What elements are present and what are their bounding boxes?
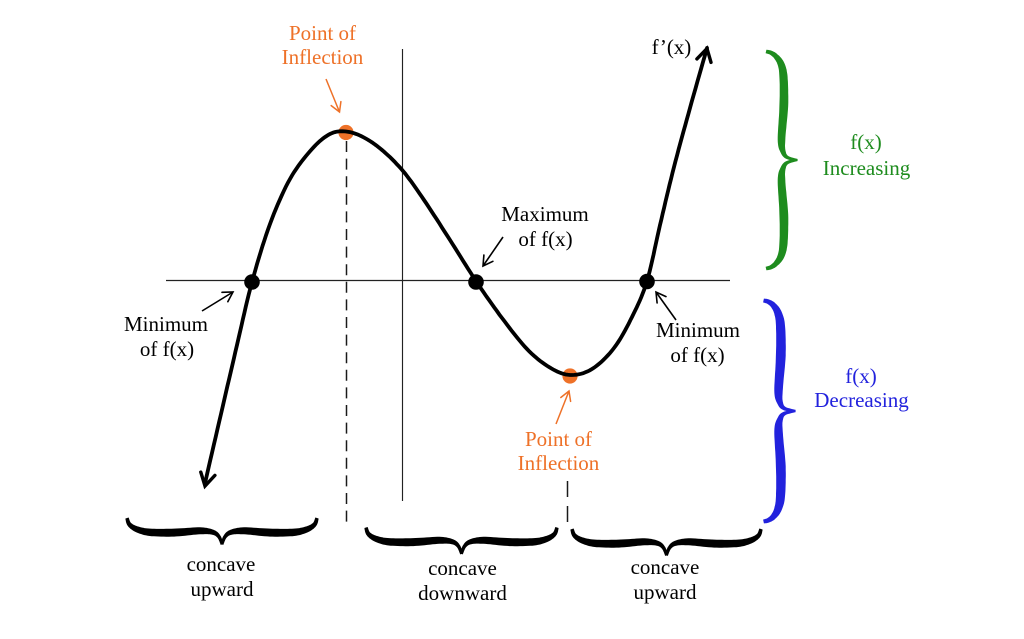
svg-text:Inflection: Inflection [518, 451, 600, 475]
svg-text:f(x): f(x) [845, 364, 876, 388]
svg-text:Point of: Point of [289, 21, 356, 45]
svg-text:downward: downward [418, 581, 507, 605]
svg-text:of f(x): of f(x) [670, 343, 724, 367]
svg-text:of f(x): of f(x) [518, 227, 572, 251]
svg-text:concave: concave [631, 555, 700, 579]
svg-text:f(x): f(x) [850, 130, 881, 154]
svg-text:Increasing: Increasing [823, 156, 911, 180]
svg-text:Minimum: Minimum [656, 318, 740, 342]
svg-text:Inflection: Inflection [282, 45, 364, 69]
svg-text:upward: upward [191, 577, 254, 601]
svg-text:f’(x): f’(x) [652, 35, 692, 59]
svg-text:Decreasing: Decreasing [814, 388, 909, 412]
svg-text:Maximum: Maximum [501, 202, 589, 226]
svg-text:upward: upward [634, 580, 697, 604]
svg-text:concave: concave [187, 552, 256, 576]
svg-text:Minimum: Minimum [124, 312, 208, 336]
svg-text:of f(x): of f(x) [140, 337, 194, 361]
svg-text:concave: concave [428, 556, 497, 580]
svg-text:Point of: Point of [525, 427, 592, 451]
